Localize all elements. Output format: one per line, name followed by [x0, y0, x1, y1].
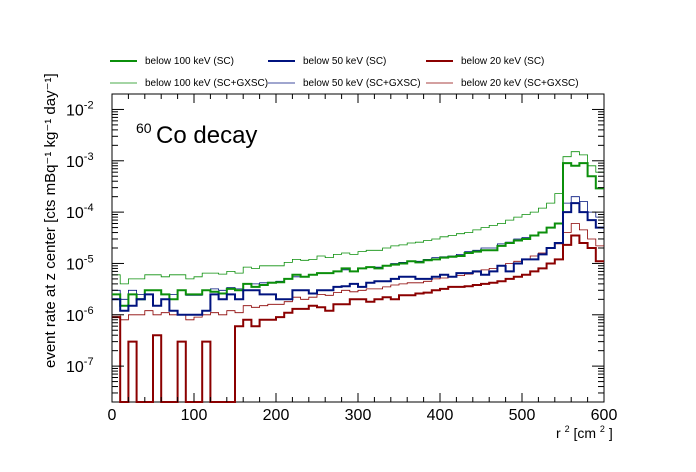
series-line-1 — [112, 202, 604, 316]
title-mass: 60 — [136, 120, 152, 136]
title-text: Co decay — [156, 122, 257, 149]
x-axis-label: r 2 [cm 2 ] — [556, 419, 613, 441]
x-tick-label: 300 — [345, 407, 372, 424]
x-tick-label: 500 — [509, 407, 536, 424]
chart-title: 60 Co decay — [136, 120, 257, 149]
x-tick-label: 100 — [181, 407, 208, 424]
y-tick-label: 10-4 — [66, 202, 94, 222]
xlabel-exp: 2 — [565, 424, 570, 434]
series-line-2 — [112, 234, 604, 403]
x-tick-label: 200 — [263, 407, 290, 424]
y-tick-label: 10-3 — [66, 151, 94, 171]
y-tick-label: 10-5 — [66, 253, 94, 273]
legend: below 100 keV (SC) below 50 keV (SC) bel… — [110, 56, 579, 89]
legend-label-4: below 50 keV (SC+GXSC) — [303, 78, 421, 89]
xlabel-unit-exp: 2 — [600, 424, 605, 434]
x-tick-label: 0 — [108, 407, 117, 424]
legend-label-3: below 100 keV (SC+GXSC) — [145, 78, 268, 89]
y-tick-label: 10-6 — [66, 305, 94, 325]
xlabel-unit: [cm — [573, 425, 596, 441]
x-tick-labels: 0 100 200 300 400 500 600 — [108, 407, 618, 424]
series-line-0 — [112, 162, 604, 307]
legend-label-0: below 100 keV (SC) — [145, 56, 234, 67]
tick-layer — [111, 93, 605, 403]
legend-label-5: below 20 keV (SC+GXSC) — [461, 78, 579, 89]
y-tick-labels: 10-7 10-6 10-5 10-4 10-3 10-2 — [66, 99, 94, 376]
y-axis-label: event rate at z center [cts mBq⁻¹ kg⁻¹ d… — [42, 73, 59, 368]
y-tick-label: 10-7 — [66, 356, 94, 376]
legend-label-1: below 50 keV (SC) — [303, 56, 386, 67]
series-layer — [112, 151, 604, 403]
xlabel-close: ] — [609, 425, 613, 441]
series-line-3 — [112, 151, 604, 285]
x-tick-label: 400 — [427, 407, 454, 424]
xlabel-base: r — [556, 425, 561, 441]
y-tick-label: 10-2 — [66, 99, 94, 119]
x-tick-label: 600 — [591, 407, 618, 424]
legend-label-2: below 20 keV (SC) — [461, 56, 544, 67]
